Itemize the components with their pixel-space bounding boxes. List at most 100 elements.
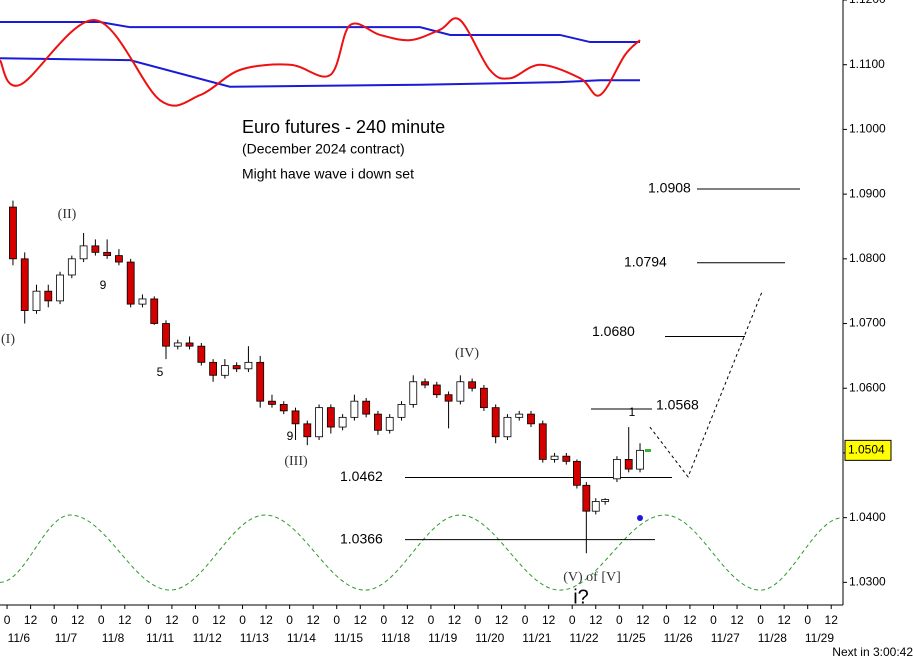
candle-body [291, 410, 300, 425]
candle-body [421, 381, 429, 386]
x-tick-label: 12 [24, 613, 38, 627]
x-tick-label: 0 [475, 613, 482, 627]
x-tick-label: 12 [542, 613, 556, 627]
candle-body [636, 449, 644, 470]
candle-body [268, 400, 276, 405]
candle-body [173, 342, 182, 347]
candle-body [515, 413, 524, 418]
band-line [0, 21, 641, 44]
date-label: 11/13 [240, 631, 269, 645]
x-tick-label: 12 [495, 613, 509, 627]
candle-body [103, 251, 112, 256]
candle-body [209, 361, 218, 376]
date-label: 11/21 [522, 631, 551, 645]
x-tick-label: 0 [380, 613, 387, 627]
x-tick-label: 0 [757, 613, 764, 627]
x-tick-label: 12 [448, 613, 462, 627]
candle-body [527, 413, 535, 425]
level-label: 1.0462 [340, 468, 383, 484]
date-label: 11/20 [475, 631, 504, 645]
date-label: 11/8 [102, 631, 125, 645]
date-label: 11/22 [569, 631, 598, 645]
candle-body [338, 416, 347, 428]
candle-body [562, 455, 571, 462]
x-tick-label: 12 [307, 613, 321, 627]
x-tick-label: 0 [569, 613, 576, 627]
candle-body [601, 499, 610, 502]
candle-body [197, 345, 206, 363]
candle-body [613, 459, 621, 480]
x-tick-label: 0 [428, 613, 435, 627]
candle-body [32, 290, 41, 311]
date-label: 11/29 [805, 631, 834, 645]
candle-body [326, 407, 335, 428]
marker [637, 515, 643, 521]
candle-body [409, 381, 418, 405]
candle-body [456, 381, 465, 402]
x-tick-label: 0 [239, 613, 246, 627]
candle-body [67, 258, 76, 276]
wave-label: (III) [284, 454, 308, 469]
chart-note: Might have wave i down set [242, 166, 414, 182]
date-label: 11/26 [664, 631, 693, 645]
x-tick-label: 12 [259, 613, 273, 627]
candle-body [374, 413, 382, 431]
y-tick-label: 1.0700 [849, 316, 886, 330]
wave-label: 5 [157, 365, 164, 379]
date-label: 11/14 [287, 631, 316, 645]
date-label: 11/6 [8, 631, 31, 645]
x-tick-label: 0 [710, 613, 717, 627]
candle-body [56, 274, 64, 302]
last-price-box [844, 439, 892, 461]
marker [645, 449, 651, 452]
candle-body [503, 416, 512, 438]
y-tick-label: 1.0900 [849, 186, 886, 200]
next-bar-timer: Next in 3:00:42 [832, 645, 913, 659]
candle-body [432, 384, 441, 396]
candle-body [256, 361, 265, 402]
candle-body [185, 342, 194, 347]
oscillator-line [0, 17, 641, 107]
x-tick-label: 0 [663, 613, 670, 627]
wave-label: (IV) [455, 346, 479, 361]
candle-body [480, 387, 488, 409]
candle-body [20, 258, 29, 311]
x-tick-label: 0 [286, 613, 293, 627]
wave-label: i? [573, 586, 589, 608]
x-tick-label: 0 [145, 613, 152, 627]
date-label: 11/27 [711, 631, 740, 645]
last-price-label: 1.0504 [848, 443, 885, 457]
wave-label: 9 [100, 278, 107, 292]
candle-body [362, 400, 371, 415]
candle-body [79, 245, 88, 260]
x-tick-label: 0 [333, 613, 340, 627]
candle-body [397, 404, 406, 418]
candle-body [91, 245, 100, 253]
candle-body [126, 261, 135, 305]
x-tick-label: 12 [401, 613, 415, 627]
y-tick-label: 1.0600 [849, 380, 886, 394]
candle-body [624, 459, 633, 470]
candle-body [44, 290, 53, 302]
y-tick-label: 1.0400 [849, 510, 886, 524]
x-tick-label: 12 [165, 613, 179, 627]
x-tick-label: 0 [192, 613, 199, 627]
wave-label: (I) [1, 332, 15, 347]
y-tick-label: 1.0300 [849, 575, 886, 589]
candle-body [591, 501, 600, 512]
y-tick-label: 1.1200 [849, 0, 886, 6]
y-tick-label: 1.1100 [849, 57, 885, 71]
x-tick-label: 12 [589, 613, 603, 627]
x-tick-label: 0 [616, 613, 623, 627]
level-label: 1.0908 [648, 180, 691, 196]
candle-body [303, 423, 312, 438]
candle-body [150, 298, 159, 324]
candle-body [162, 323, 170, 347]
candle-body [385, 416, 394, 431]
level-label: 1.0568 [656, 397, 699, 413]
candle-body [315, 407, 323, 438]
x-tick-label: 12 [71, 613, 85, 627]
wave-label: 1 [629, 405, 636, 419]
